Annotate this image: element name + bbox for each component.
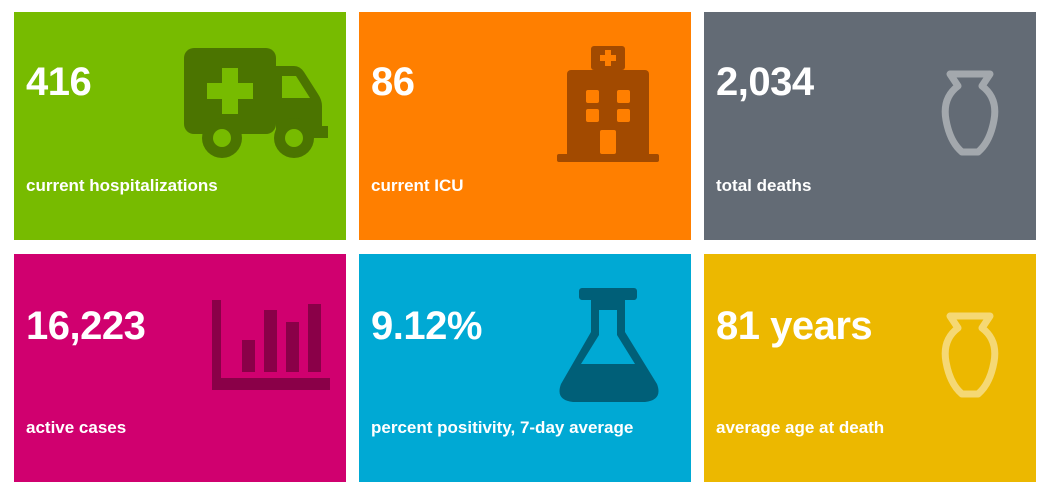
card-active-cases: 16,223 active cases (14, 254, 346, 482)
stat-label: current ICU (371, 176, 464, 195)
stat-value: 81 years (716, 304, 873, 348)
flask-icon (559, 288, 659, 402)
card-average-age: 81 years average age at death (704, 254, 1036, 482)
stat-label: total deaths (716, 176, 812, 195)
bar-chart-icon (212, 300, 330, 390)
urn-icon (941, 312, 999, 398)
stat-value: 2,034 (716, 60, 814, 104)
urn-icon (941, 70, 999, 156)
stat-value: 9.12% (371, 304, 482, 348)
stat-value: 16,223 (26, 304, 146, 348)
ambulance-icon (184, 48, 328, 158)
stat-label: active cases (26, 418, 127, 437)
stat-value: 416 (26, 60, 92, 104)
stat-label: average age at death (716, 418, 885, 437)
hospital-icon (557, 46, 659, 162)
stat-label: current hospitalizations (26, 176, 218, 195)
card-total-deaths: 2,034 total deaths (704, 12, 1036, 240)
card-percent-positivity: 9.12% percent positivity, 7-day average (359, 254, 691, 482)
card-icu: 86 current ICU (359, 12, 691, 240)
stat-value: 86 (371, 60, 415, 104)
card-hospitalizations: 416 current hospitalizations (14, 12, 346, 240)
stat-label: percent positivity, 7-day average (371, 418, 634, 437)
